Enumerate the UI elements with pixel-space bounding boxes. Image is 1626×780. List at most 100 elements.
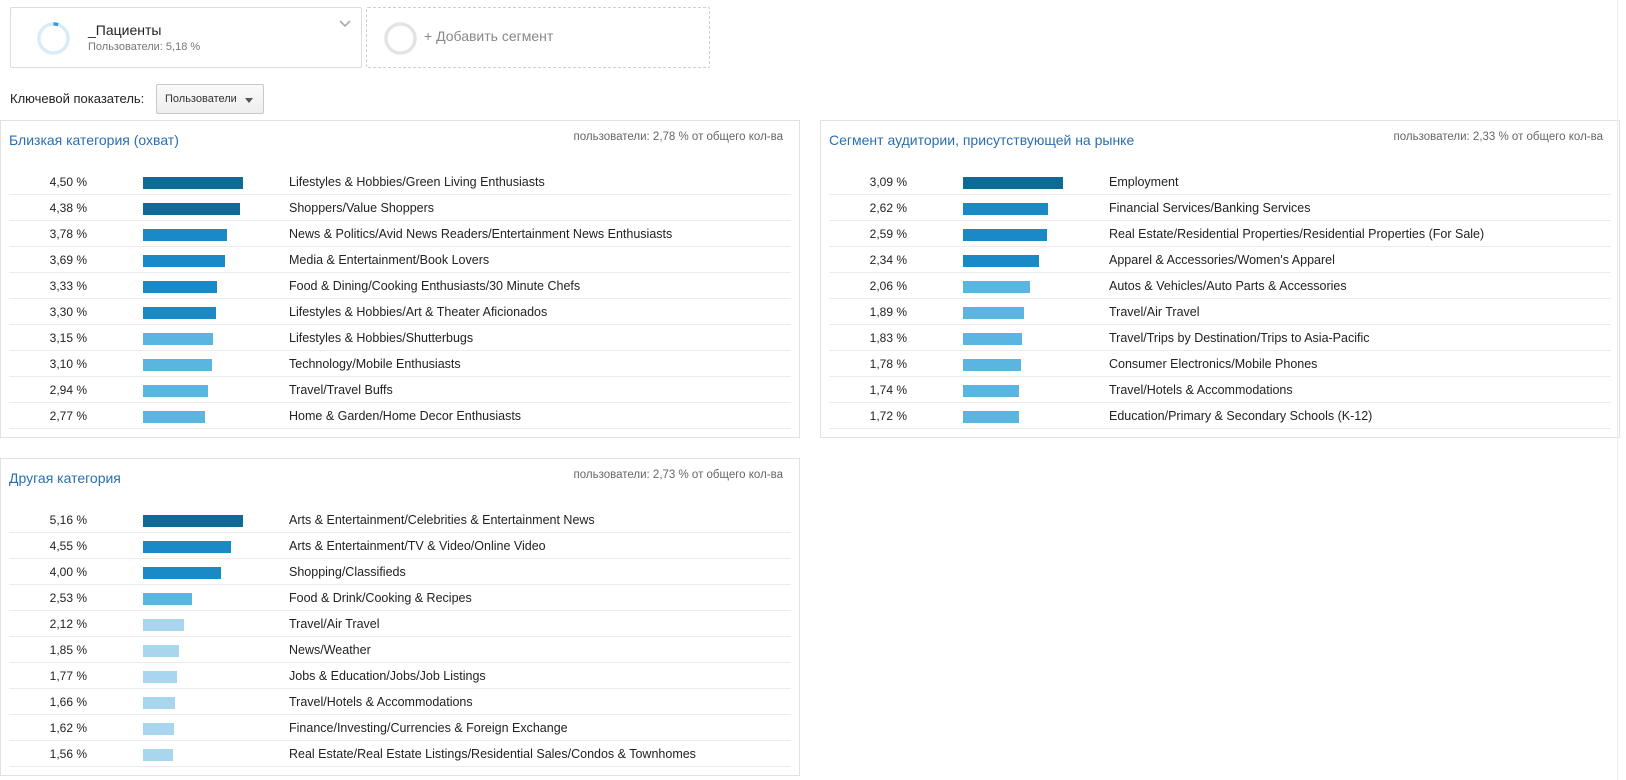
row-percent: 3,10 % [49,357,87,371]
table-row: 1,83 % Travel/Trips by Destination/Trips … [829,325,1611,351]
row-percent: 2,94 % [49,383,87,397]
row-category[interactable]: Employment [1109,175,1179,189]
row-category[interactable]: Technology/Mobile Enthusiasts [289,357,461,371]
row-category[interactable]: Financial Services/Banking Services [1109,201,1311,215]
percent-bar [143,749,174,761]
row-percent: 1,66 % [49,695,87,709]
row-category[interactable]: Consumer Electronics/Mobile Phones [1109,357,1318,371]
row-category[interactable]: Jobs & Education/Jobs/Job Listings [289,669,486,683]
table-row: 3,15 % Lifestyles & Hobbies/Shutterbugs [9,325,791,351]
key-metric-value: Пользователи [165,93,237,105]
percent-bar [143,697,176,709]
row-percent: 4,55 % [49,539,87,553]
table-row: 1,74 % Travel/Hotels & Accommodations [829,377,1611,403]
row-category[interactable]: Shopping/Classifieds [289,565,406,579]
row-percent: 1,72 % [869,409,907,423]
row-category[interactable]: News/Weather [289,643,371,657]
row-category[interactable]: Travel/Travel Buffs [289,383,393,397]
in-market-segment-panel: Сегмент аудитории, присутствующей на рын… [820,120,1620,438]
bar-track [143,359,243,371]
row-percent: 1,83 % [869,331,907,345]
percent-bar [143,177,243,189]
empty-segment-ring-icon [384,22,417,55]
table-row: 2,62 % Financial Services/Banking Service… [829,195,1611,221]
row-category[interactable]: Shoppers/Value Shoppers [289,201,435,215]
row-percent: 2,06 % [869,279,907,293]
row-category[interactable]: Education/Primary & Secondary Schools (K… [1109,409,1373,423]
page-divider [1617,0,1618,780]
panel-title[interactable]: Сегмент аудитории, присутствующей на рын… [829,132,1135,148]
row-category[interactable]: Real Estate/Real Estate Listings/Residen… [289,747,696,761]
chevron-down-icon[interactable] [337,16,353,32]
panel-title[interactable]: Близкая категория (охват) [9,132,179,148]
bar-track [143,723,243,735]
row-category[interactable]: Travel/Hotels & Accommodations [1109,383,1293,397]
row-category[interactable]: Lifestyles & Hobbies/Art & Theater Afici… [289,305,548,319]
row-percent: 2,53 % [49,591,87,605]
row-percent: 3,15 % [49,331,87,345]
segment-subtitle: Пользователи: 5,18 % [88,41,201,53]
percent-bar [143,281,217,293]
bar-track [963,307,1063,319]
row-category[interactable]: Arts & Entertainment/Celebrities & Enter… [289,513,595,527]
percent-bar [143,619,185,631]
row-category[interactable]: Food & Dining/Cooking Enthusiasts/30 Min… [289,279,581,293]
segment-name: _Пациенты [88,22,162,38]
row-category[interactable]: Real Estate/Residential Properties/Resid… [1109,227,1485,241]
percent-bar [143,515,243,527]
row-category[interactable]: Travel/Air Travel [289,617,380,631]
row-percent: 1,78 % [869,357,907,371]
caret-down-icon [245,98,253,103]
row-category[interactable]: Lifestyles & Hobbies/Shutterbugs [289,331,474,345]
percent-bar [143,645,179,657]
panel-summary: пользователи: 2,78 % от общего кол-ва [573,131,783,143]
row-percent: 2,59 % [869,227,907,241]
bar-track [143,697,243,709]
table-row: 1,89 % Travel/Air Travel [829,299,1611,325]
table-row: 3,30 % Lifestyles & Hobbies/Art & Theater… [9,299,791,325]
bar-track [143,567,243,579]
row-category[interactable]: Finance/Investing/Currencies & Foreign E… [289,721,568,735]
row-category[interactable]: Lifestyles & Hobbies/Green Living Enthus… [289,175,545,189]
row-category[interactable]: Media & Entertainment/Book Lovers [289,253,490,267]
panel-summary: пользователи: 2,73 % от общего кол-ва [573,469,783,481]
percent-bar [143,359,212,371]
key-metric-label: Ключевой показатель: [10,91,145,106]
table-row: 4,38 % Shoppers/Value Shoppers [9,195,791,221]
row-category[interactable]: Arts & Entertainment/TV & Video/Online V… [289,539,546,553]
row-category[interactable]: Food & Drink/Cooking & Recipes [289,591,472,605]
bar-track [143,593,243,605]
row-category[interactable]: Travel/Hotels & Accommodations [289,695,473,709]
percent-bar [963,359,1021,371]
percent-bar [143,307,217,319]
bar-track [143,307,243,319]
add-segment-button[interactable]: + Добавить сегмент [366,7,710,68]
percent-bar [963,229,1047,241]
panel-title[interactable]: Другая категория [9,470,121,486]
percent-bar [143,229,227,241]
row-percent: 1,62 % [49,721,87,735]
row-category[interactable]: Autos & Vehicles/Auto Parts & Accessorie… [1109,279,1347,293]
bar-track [143,671,243,683]
row-category[interactable]: Home & Garden/Home Decor Enthusiasts [289,409,522,423]
percent-bar [143,255,225,267]
segment-card[interactable]: _Пациенты Пользователи: 5,18 % [10,7,362,68]
row-category[interactable]: News & Politics/Avid News Readers/Entert… [289,227,673,241]
bar-track [143,333,243,345]
row-percent: 2,34 % [869,253,907,267]
percent-bar [963,255,1039,267]
row-category[interactable]: Travel/Air Travel [1109,305,1200,319]
percent-bar [963,333,1023,345]
row-category[interactable]: Apparel & Accessories/Women's Apparel [1109,253,1335,267]
row-category[interactable]: Travel/Trips by Destination/Trips to Asi… [1109,331,1370,345]
affinity-category-panel: Близкая категория (охват) пользователи: … [0,120,800,438]
bar-track [143,619,243,631]
table-row: 1,56 % Real Estate/Real Estate Listings/R… [9,741,791,767]
bar-track [143,177,243,189]
panel-rows: 3,09 % Employment 2,62 % Financial Services… [829,169,1611,429]
bar-track [143,645,243,657]
key-metric-dropdown[interactable]: Пользователи [156,84,264,114]
row-percent: 2,77 % [49,409,87,423]
row-percent: 1,89 % [869,305,907,319]
bar-track [963,385,1063,397]
